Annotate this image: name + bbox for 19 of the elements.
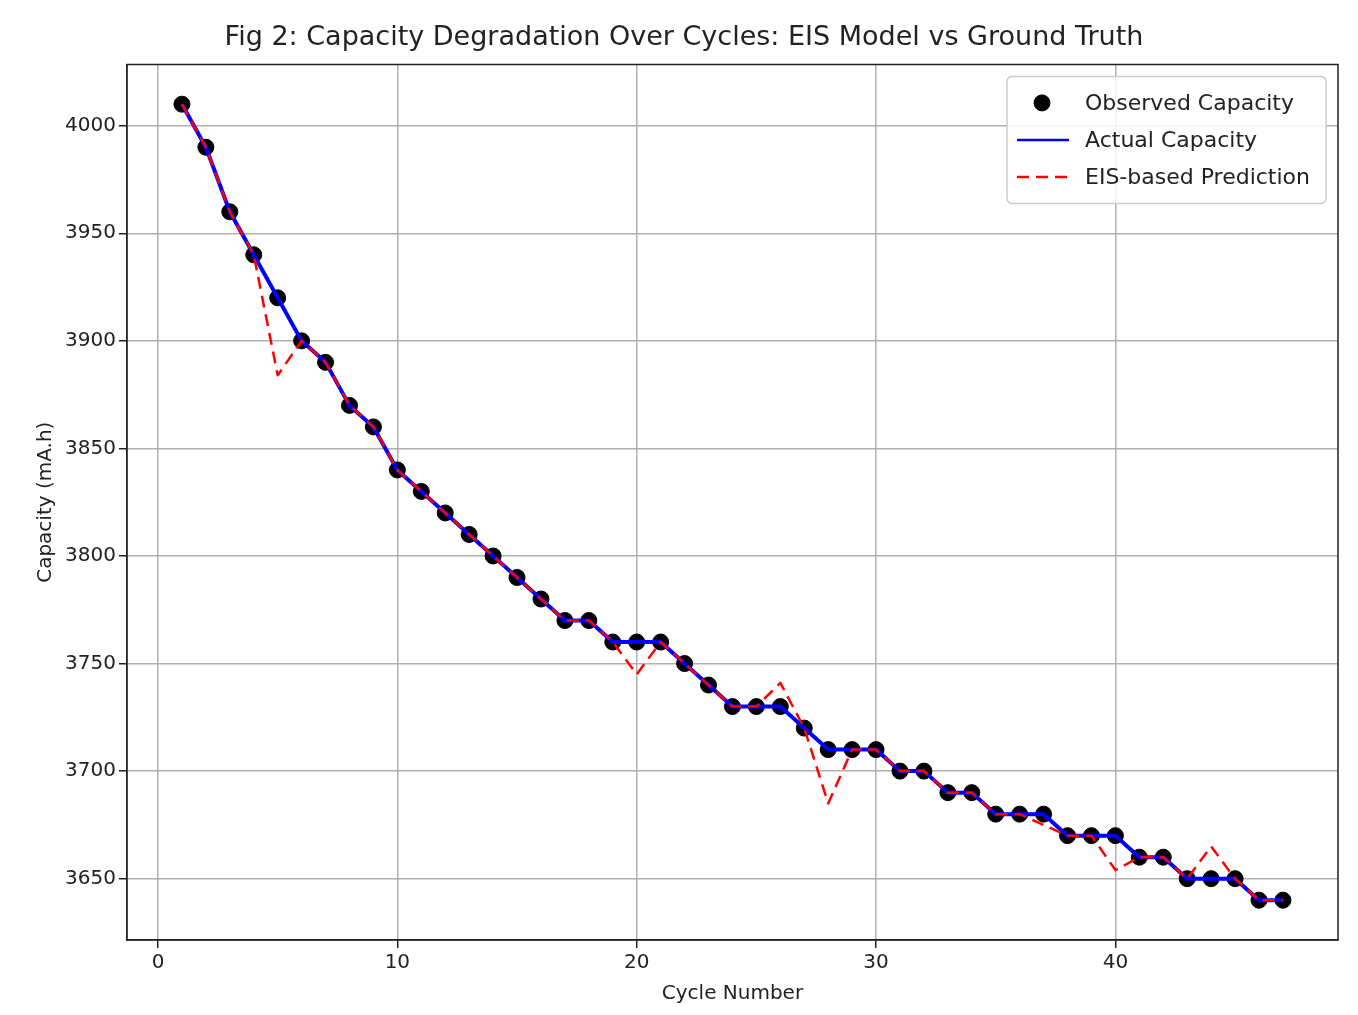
y-tick-label: 3650 <box>64 864 116 889</box>
x-tick-label: 0 <box>151 949 165 974</box>
x-axis-title: Cycle Number <box>661 980 804 1005</box>
legend-label: Observed Capacity <box>1085 89 1294 115</box>
y-tick-label: 3750 <box>64 649 116 674</box>
chart-title: Fig 2: Capacity Degradation Over Cycles: EIS Model vs Ground Truth <box>224 20 1144 52</box>
y-tick-label: 4000 <box>64 111 116 136</box>
legend-label: Actual Capacity <box>1085 126 1258 152</box>
x-tick-label: 40 <box>1102 949 1129 974</box>
legend-label: EIS-based Prediction <box>1085 163 1310 189</box>
y-tick-label: 3850 <box>64 434 116 459</box>
x-tick-label: 30 <box>863 949 889 974</box>
x-tick-label: 20 <box>623 949 650 974</box>
y-tick-label: 3800 <box>64 542 116 567</box>
y-tick-label: 3700 <box>64 757 116 782</box>
y-tick-label: 3900 <box>64 327 116 352</box>
x-tick-label: 10 <box>384 949 411 974</box>
y-axis-title: Capacity (mA.h) <box>32 421 57 583</box>
y-tick-label: 3950 <box>64 219 116 244</box>
